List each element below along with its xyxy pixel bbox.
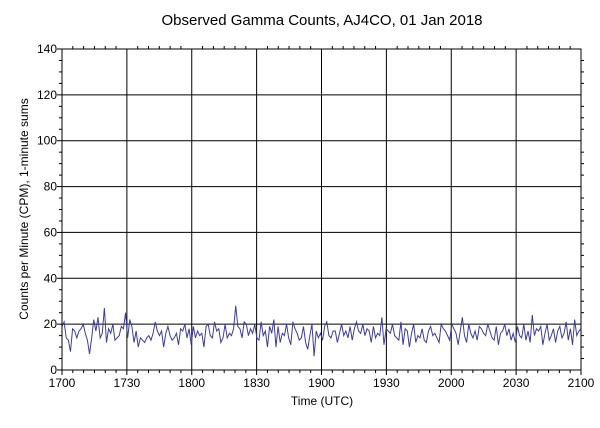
- x-tick-label: 2000: [438, 376, 465, 390]
- series-group: [61, 305, 582, 357]
- y-tick-label: 80: [44, 180, 58, 194]
- chart-title: Observed Gamma Counts, AJ4CO, 01 Jan 201…: [162, 12, 483, 29]
- y-tick-label: 140: [37, 42, 57, 56]
- x-tick-label: 1830: [243, 376, 270, 390]
- y-tick-labels: 0 20 40 60 80 100 120 140: [37, 42, 57, 377]
- grid: [62, 49, 581, 370]
- x-tick-label: 1800: [178, 376, 205, 390]
- y-tick-label: 60: [44, 225, 58, 239]
- x-tick-label: 1700: [49, 376, 76, 390]
- y-tick-label: 40: [44, 271, 58, 285]
- x-tick-label: 1930: [373, 376, 400, 390]
- y-tick-label: 120: [37, 88, 57, 102]
- x-tick-label: 1730: [114, 376, 141, 390]
- x-tick-label: 2030: [503, 376, 530, 390]
- x-tick-label: 2100: [568, 376, 595, 390]
- y-tick-label: 100: [37, 134, 57, 148]
- x-tick-labels: 1700 1730 1800 1830 1900 1930 2000 2030 2100: [49, 376, 595, 390]
- y-axis-label: Counts per Minute (CPM), 1-minute sums: [17, 98, 31, 319]
- y-tick-label: 0: [50, 363, 57, 377]
- y-tick-label: 20: [44, 317, 58, 331]
- plot-frame: [61, 48, 582, 371]
- series-line: [61, 305, 582, 357]
- x-axis-label: Time (UTC): [291, 394, 353, 408]
- x-tick-label: 1900: [308, 376, 335, 390]
